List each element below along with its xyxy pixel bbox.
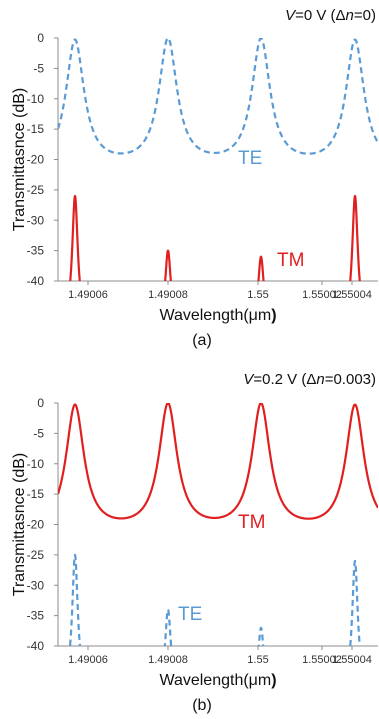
y-tick-label: -5 [33,426,44,440]
condition-delta: Δ [306,371,316,388]
y-tick-label: -25 [27,183,45,197]
y-tick-label: -20 [27,518,45,532]
condition-suffix: =0.003) [325,371,376,388]
y-tick-label: -20 [27,153,45,167]
x-tick-label: 1.55 [247,289,268,301]
condition-suffix: =0) [354,7,376,24]
condition-delta: Δ [336,7,346,24]
x-axis-title-unit: m [258,672,271,689]
x-axis-title-close: ) [271,672,276,689]
condition-var: V [285,7,297,24]
x-tick-label: 1.49006 [68,654,108,666]
series-label-tm: TM [277,250,304,271]
x-axis-title-main: Wavelength( [159,672,249,689]
panel-label: (a) [192,332,212,349]
panel-label: (b) [192,697,212,714]
x-tick-label: 1.55002 [302,289,342,301]
series-label-te: TE [238,148,262,169]
chart-panel-b: 0 -5 -10 -15 -20 -25 -30 -35 -40 1.49006 1.49008 1.… [11,371,378,714]
y-tick-label: 0 [37,31,44,45]
y-tick-label: -15 [27,122,45,136]
condition-n: n [346,7,354,24]
condition-rest: =0.2 V ( [253,371,306,388]
x-axis-title-mu: μ [249,307,258,324]
y-axis-title: Transmittasnce (dB) [11,88,28,231]
x-tick-label: 1.49008 [148,654,188,666]
x-axis-title: Wavelength(μm) [159,672,276,689]
y-tick-label: 0 [37,396,44,410]
x-axis-title-close: ) [271,307,276,324]
series-line-tm [58,403,378,520]
condition-var: V [243,371,255,388]
x-tick-label: 1.55004 [332,654,372,666]
y-tick-label: -40 [27,274,45,288]
plot-area [58,403,378,646]
y-tick-label: -30 [27,578,45,592]
series-line-te [58,38,378,155]
x-axis-title-unit: m [258,307,271,324]
x-tick-label: 1.55002 [302,654,342,666]
x-tick-label: 1.49006 [68,289,108,301]
y-tick-label: -15 [27,487,45,501]
y-tick-label: -30 [27,213,45,227]
x-axis-title-main: Wavelength( [159,307,249,324]
condition-label: V=0 V (Δn=0) [285,7,376,24]
condition-rest: =0 V ( [295,7,335,24]
series-label-tm: TM [238,512,265,533]
plot-area [58,38,378,281]
x-axis-title: Wavelength(μm) [159,307,276,324]
series-line-te [68,553,361,646]
condition-label: V=0.2 V (Δn=0.003) [243,371,376,388]
y-axis-title: Transmittasnce (dB) [11,453,28,596]
y-tick-label: -35 [27,244,45,258]
y-tick-label: -25 [27,548,45,562]
x-tick-label: 1.55004 [332,289,372,301]
chart-panel-a: 0 -5 -10 -15 -20 -25 -30 -35 -40 1.49006 1.49008 1.… [11,7,378,349]
y-tick-label: -35 [27,609,45,623]
y-tick-label: -10 [27,92,45,106]
series-label-te: TE [178,604,202,625]
y-tick-label: -10 [27,457,45,471]
y-tick-label: -40 [27,639,45,653]
x-axis-title-mu: μ [249,672,258,689]
condition-n: n [316,371,324,388]
x-tick-label: 1.55 [247,654,268,666]
y-tick-label: -5 [33,61,44,75]
x-tick-label: 1.49008 [148,289,188,301]
series-line-tm [69,194,361,281]
